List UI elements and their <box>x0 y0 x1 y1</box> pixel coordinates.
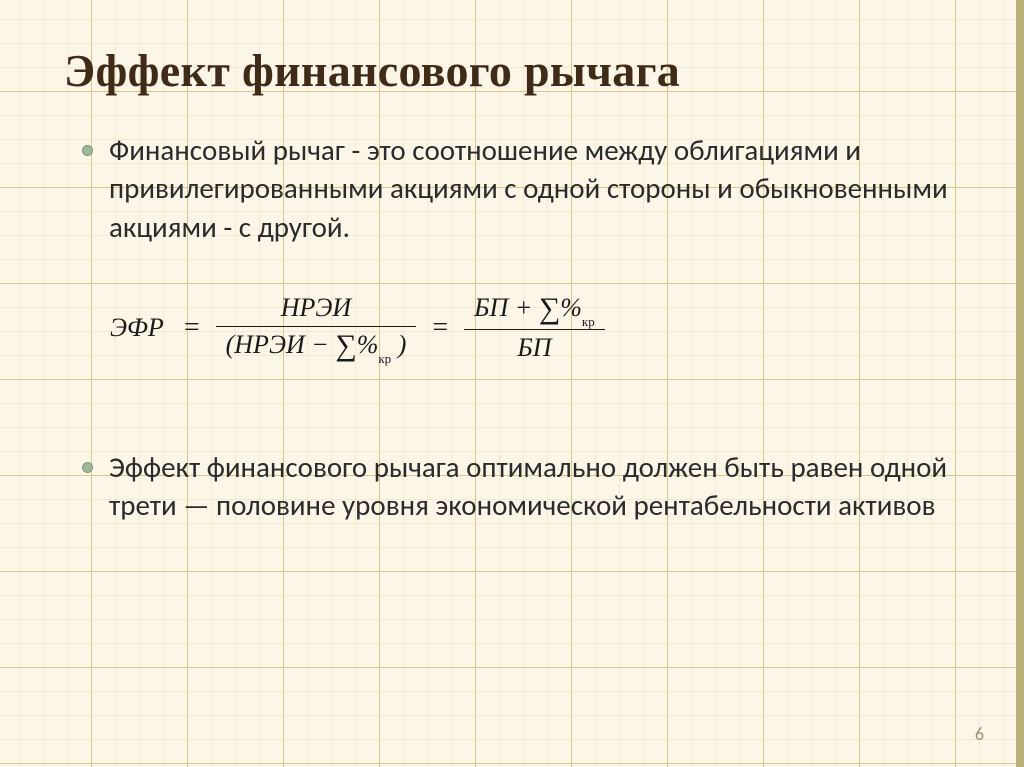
bullet-text: Финансовый рычаг - это соотношение между… <box>109 131 960 246</box>
spacer <box>64 418 960 448</box>
percent-icon: % <box>560 293 582 322</box>
bullet-item: Эффект финансового рычага оптимально дол… <box>64 448 960 525</box>
subscript: кр <box>582 314 595 329</box>
fraction-numerator: НРЭИ <box>271 290 361 326</box>
formula-fraction-2: БП + ∑%кр БП <box>464 290 605 366</box>
slide: Эффект финансового рычага Финансовый рыч… <box>0 0 1024 767</box>
equals-icon: = <box>178 312 206 344</box>
den-left: (НРЭИ − <box>226 330 329 359</box>
percent-icon: % <box>357 330 379 359</box>
page-number: 6 <box>975 723 984 745</box>
sigma-icon: ∑ <box>335 334 356 358</box>
bullet-text: Эффект финансового рычага оптимально дол… <box>109 448 960 525</box>
fraction-denominator: БП <box>507 330 561 366</box>
equals-icon: = <box>426 312 454 344</box>
bullet-dot-icon <box>82 145 93 156</box>
sigma-icon: ∑ <box>539 297 560 321</box>
fraction-denominator: (НРЭИ − ∑%кр ) <box>216 327 417 366</box>
bullet-item: Финансовый рычаг - это соотношение между… <box>64 131 960 246</box>
bullet-dot-icon <box>82 462 93 473</box>
formula-lhs: ЭФР <box>110 313 168 343</box>
formula-fraction-1: НРЭИ (НРЭИ − ∑%кр ) <box>216 290 417 366</box>
slide-title: Эффект финансового рычага <box>64 44 960 97</box>
formula: ЭФР = НРЭИ (НРЭИ − ∑%кр ) = БП + ∑%кр БП <box>110 290 960 366</box>
den-right: ) <box>398 330 407 359</box>
fraction-numerator: БП + ∑%кр <box>464 290 605 329</box>
num-left: БП + <box>474 293 532 322</box>
subscript: кр <box>378 351 391 366</box>
